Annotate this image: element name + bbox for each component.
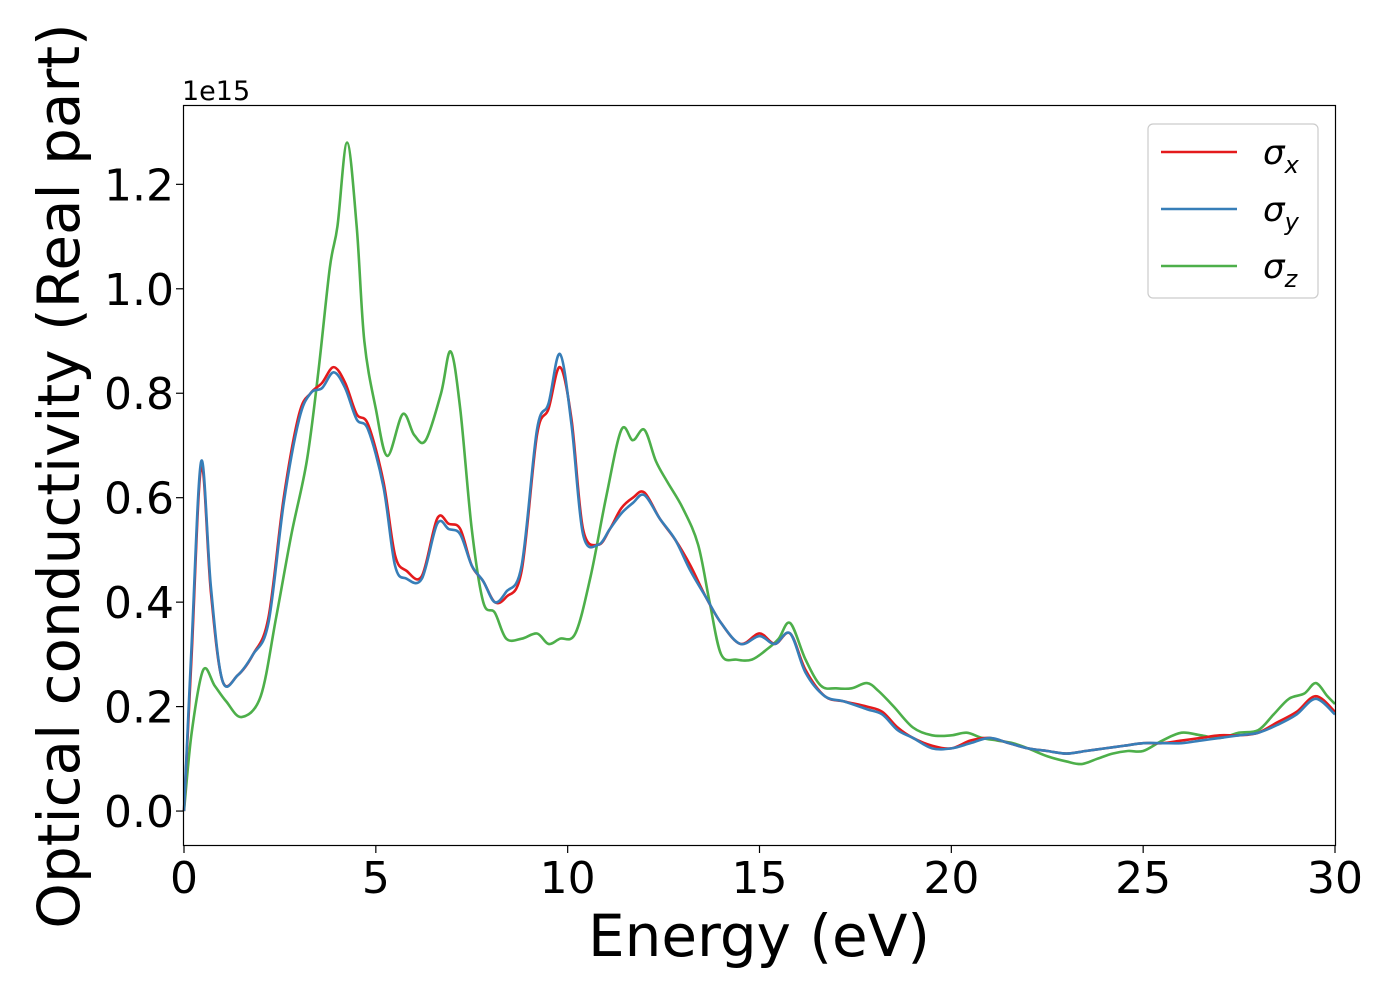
y-tick-label: 0.2: [104, 683, 174, 734]
x-axis-label: Energy (eV): [588, 902, 930, 970]
y-tick-label: 0.8: [104, 369, 174, 420]
legend-entries: σx σy σz: [1161, 133, 1300, 293]
legend-label-x: σx: [1263, 133, 1300, 179]
series-line-y: [182, 352, 1336, 812]
y-tick-label: 0.4: [104, 578, 174, 629]
series-layer: [182, 141, 1336, 812]
legend-label-z: σz: [1263, 247, 1299, 293]
y-tick-label: 1.0: [104, 265, 174, 316]
x-tick-label: 25: [1115, 853, 1171, 904]
x-tick-label: 5: [362, 853, 390, 904]
y-tick-label: 1.2: [104, 160, 174, 211]
legend: σx σy σz: [1147, 123, 1319, 299]
x-tick-label: 0: [170, 853, 198, 904]
x-tick-label: 30: [1307, 853, 1363, 904]
x-tick-label: 15: [732, 853, 788, 904]
legend-frame: [1147, 123, 1319, 299]
y-tick-label: 0.6: [104, 474, 174, 525]
y-axis-label: Optical conductivity (Real part): [25, 23, 93, 928]
y-axis-offset-text: 1e15: [182, 76, 250, 107]
y-tick-label: 0.0: [104, 787, 174, 838]
x-tick-label: 10: [540, 853, 596, 904]
series-line-z: [182, 141, 1336, 812]
y-axis-ticks: 0.0 0.2 0.4 0.6 0.8 1.0 1.2: [104, 160, 184, 838]
x-tick-label: 20: [923, 853, 979, 904]
x-axis-ticks: 0 5 10 15 20 25 30: [170, 845, 1363, 904]
legend-label-y: σy: [1263, 190, 1300, 236]
